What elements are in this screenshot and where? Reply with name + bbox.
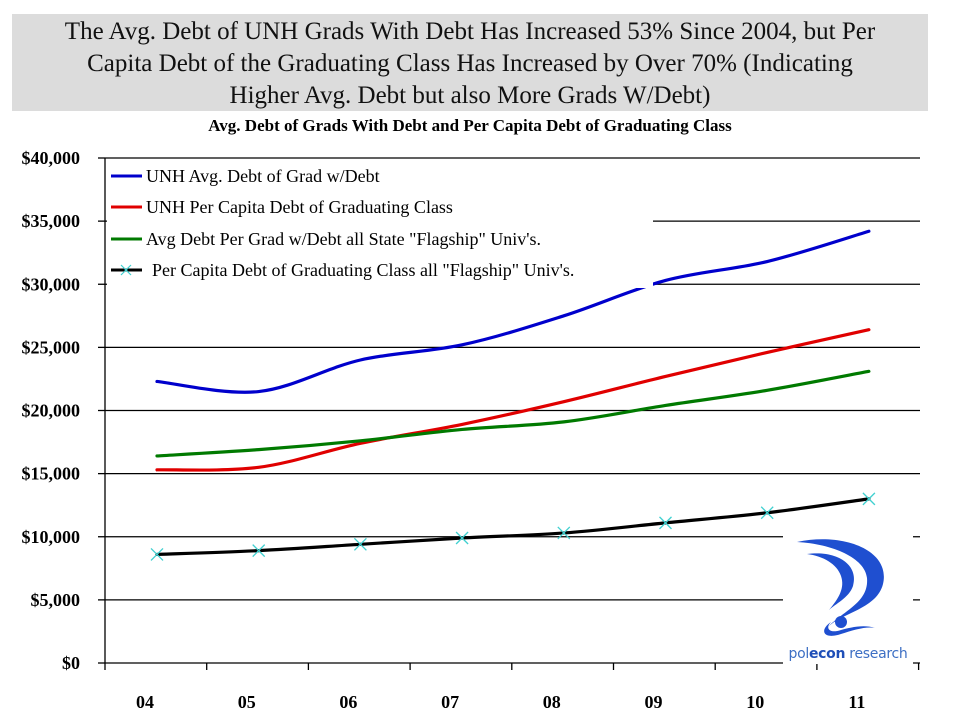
chart-title: Avg. Debt of Grads With Debt and Per Cap… [208,116,732,135]
data-point-marker [659,516,672,530]
x-tick-label: 11 [848,692,865,712]
y-tick-label: $40,000 [22,148,81,168]
legend-label: Per Capita Debt of Graduating Class all … [152,260,574,280]
marker-stroke [353,537,367,551]
y-tick-label: $25,000 [22,337,81,357]
marker-stroke [150,547,164,561]
legend-label: UNH Per Capita Debt of Graduating Class [146,197,453,217]
marker-stroke [659,516,672,530]
y-tick-label: $30,000 [22,274,81,294]
series-line-4 [155,497,871,557]
x-tick-label: 07 [441,692,459,712]
legend-item-3: Avg Debt Per Grad w/Debt all State "Flag… [111,229,541,249]
marker-stroke [252,544,266,558]
headline-line-1: The Avg. Debt of UNH Grads With Debt Has… [64,18,876,45]
series-lines [150,229,876,561]
data-point-marker [862,492,876,506]
data-point-marker [455,531,469,545]
marker-stroke [760,506,774,520]
x-tick-label: 04 [136,692,154,712]
legend-item-1: UNH Avg. Debt of Grad w/Debt [111,166,380,186]
y-tick-label: $15,000 [22,464,81,484]
data-point-marker [353,537,367,551]
data-point-marker [252,544,266,558]
x-tick-label: 09 [645,692,663,712]
y-tick-label: $0 [62,653,80,673]
y-tick-label: $10,000 [22,527,81,547]
logo-text: polecon research [788,646,908,662]
x-tick-label: 08 [543,692,561,712]
series-line-3 [155,369,871,458]
headline-line-3: Higher Avg. Debt but also More Grads W/D… [229,82,711,109]
polecon-logo: polecon research [783,522,913,664]
y-tick-label: $35,000 [22,211,81,231]
headline-banner: The Avg. Debt of UNH Grads With Debt Has… [12,14,928,111]
data-point-marker [557,526,571,540]
marker-stroke [455,531,469,545]
series-line-1 [155,229,871,394]
polecon-swirl-icon [797,539,884,636]
legend-background [107,160,653,288]
data-point-marker [760,506,774,520]
marker-stroke [862,492,876,506]
legend-item-4: Per Capita Debt of Graduating Class all … [111,260,574,280]
marker-stroke [557,526,571,540]
data-point-marker [150,547,164,561]
legend-label: Avg Debt Per Grad w/Debt all State "Flag… [146,229,541,249]
y-tick-label: $20,000 [22,401,81,421]
x-tick-label: 06 [339,692,357,712]
series-line-2 [155,328,871,472]
legend-label: UNH Avg. Debt of Grad w/Debt [146,166,380,186]
y-tick-label: $5,000 [31,590,81,610]
legend-marker [120,264,132,276]
legend-item-2: UNH Per Capita Debt of Graduating Class [111,197,453,217]
legend: UNH Avg. Debt of Grad w/Debt UNH Per Capi… [107,160,653,288]
x-tick-label: 10 [746,692,764,712]
axes: $0 $5,000 $10,000 $15,000 $20,000 $25,000 $30,… [22,148,920,712]
headline-line-2: Capita Debt of the Graduating Class Has … [87,50,853,77]
x-tick-label: 05 [238,692,256,712]
